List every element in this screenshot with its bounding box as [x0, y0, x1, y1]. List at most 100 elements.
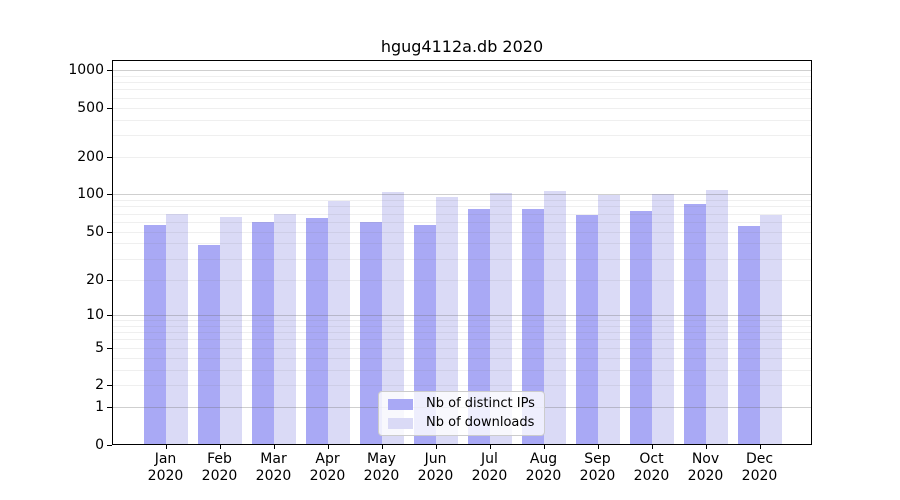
x-tick-label: Feb 2020 — [201, 451, 238, 484]
y-tick-label: 50 — [86, 223, 104, 240]
y-tick-label: 500 — [77, 99, 104, 116]
x-tick-label: Jul 2020 — [471, 451, 508, 484]
y-tick-mark — [107, 157, 112, 159]
gridline-minor — [112, 135, 812, 137]
legend-label: Nb of downloads — [426, 415, 535, 430]
gridline-minor — [112, 231, 812, 233]
bar-distinct-ips — [575, 215, 598, 445]
x-tick-label: Mar 2020 — [255, 451, 292, 484]
gridline-minor — [112, 206, 812, 208]
chart-title: hgug4112a.db 2020 — [380, 37, 544, 56]
bar-downloads — [489, 192, 512, 445]
y-tick-label: 100 — [77, 186, 104, 203]
bar-distinct-ips — [629, 211, 652, 445]
y-tick-label: 10 — [86, 306, 104, 323]
legend-swatch-distinct-ips — [388, 398, 413, 410]
x-tick-mark — [597, 445, 599, 449]
legend: Nb of distinct IPs Nb of downloads — [378, 391, 545, 436]
bar-downloads — [651, 193, 674, 445]
x-tick-label: Nov 2020 — [687, 451, 724, 484]
gridline-minor — [112, 157, 812, 159]
gridline-minor — [112, 357, 812, 359]
bar-distinct-ips — [737, 225, 760, 445]
y-tick-mark — [107, 407, 112, 409]
bar-downloads — [273, 213, 296, 445]
x-tick-mark — [327, 445, 329, 449]
y-tick-label: 1 — [95, 399, 104, 416]
y-tick-mark — [107, 347, 112, 349]
bar-distinct-ips — [413, 224, 436, 445]
legend-swatch-downloads — [388, 417, 413, 429]
gridline-minor — [112, 200, 812, 202]
x-tick-mark — [435, 445, 437, 449]
x-tick-label: Dec 2020 — [741, 451, 778, 484]
y-tick-mark — [107, 69, 112, 71]
y-tick-label: 0 — [95, 437, 104, 453]
bar-distinct-ips — [143, 224, 166, 445]
y-tick-mark — [107, 314, 112, 316]
gridline-minor — [112, 119, 812, 121]
y-tick-label: 1000 — [68, 61, 104, 78]
bar-distinct-ips — [251, 221, 274, 445]
bar-downloads — [381, 191, 404, 445]
gridline-major — [112, 314, 812, 316]
x-tick-label: Jan 2020 — [147, 451, 184, 484]
bar-distinct-ips — [359, 221, 382, 445]
legend-item: Nb of downloads — [388, 415, 535, 431]
x-tick-mark — [381, 445, 383, 449]
x-tick-mark — [165, 445, 167, 449]
x-tick-label: Oct 2020 — [633, 451, 670, 484]
bar-downloads — [165, 213, 188, 445]
gridline-minor — [112, 320, 812, 321]
bar-downloads — [705, 190, 728, 445]
y-tick-label: 2 — [95, 377, 104, 394]
gridline-minor — [112, 339, 812, 341]
x-tick-mark — [219, 445, 221, 449]
y-tick-mark — [107, 385, 112, 387]
y-tick-label: 20 — [86, 271, 104, 288]
x-tick-label: May 2020 — [363, 451, 400, 484]
bar-downloads — [759, 215, 782, 445]
y-tick-mark — [107, 107, 112, 109]
y-tick-mark — [107, 194, 112, 196]
legend-item: Nb of distinct IPs — [388, 396, 535, 412]
x-tick-label: Sep 2020 — [579, 451, 616, 484]
x-tick-mark — [489, 445, 491, 449]
gridline-minor — [112, 107, 812, 109]
bar-distinct-ips — [197, 244, 220, 445]
bar-downloads — [327, 200, 350, 445]
legend-label: Nb of distinct IPs — [426, 396, 535, 411]
x-tick-label: Apr 2020 — [309, 451, 346, 484]
y-tick-label: 200 — [77, 149, 104, 166]
bar-distinct-ips — [683, 204, 706, 445]
x-tick-label: Aug 2020 — [525, 451, 562, 484]
gridline-minor — [112, 279, 812, 281]
x-tick-mark — [759, 445, 761, 449]
gridline-minor — [112, 369, 812, 371]
bar-downloads — [543, 191, 566, 445]
gridline-minor — [112, 213, 812, 215]
gridline-minor — [112, 385, 812, 387]
x-tick-mark — [705, 445, 707, 449]
bar-distinct-ips — [467, 209, 490, 445]
y-tick-mark — [107, 279, 112, 281]
y-tick-label: 5 — [95, 339, 104, 356]
gridline-minor — [112, 82, 812, 83]
gridline-major — [112, 69, 812, 71]
gridline-minor — [112, 243, 812, 245]
gridline-minor — [112, 89, 812, 91]
x-tick-mark — [273, 445, 275, 449]
x-tick-mark — [651, 445, 653, 449]
bar-distinct-ips — [521, 208, 544, 445]
gridline-minor — [112, 221, 812, 223]
gridline-minor — [112, 347, 812, 349]
gridline-minor — [112, 75, 812, 77]
y-tick-mark — [107, 231, 112, 233]
gridline-minor — [112, 97, 812, 99]
y-tick-mark — [107, 445, 112, 446]
gridline-minor — [112, 332, 812, 334]
gridline-major — [112, 194, 812, 196]
bar-downloads — [597, 195, 620, 445]
x-tick-mark — [543, 445, 545, 449]
